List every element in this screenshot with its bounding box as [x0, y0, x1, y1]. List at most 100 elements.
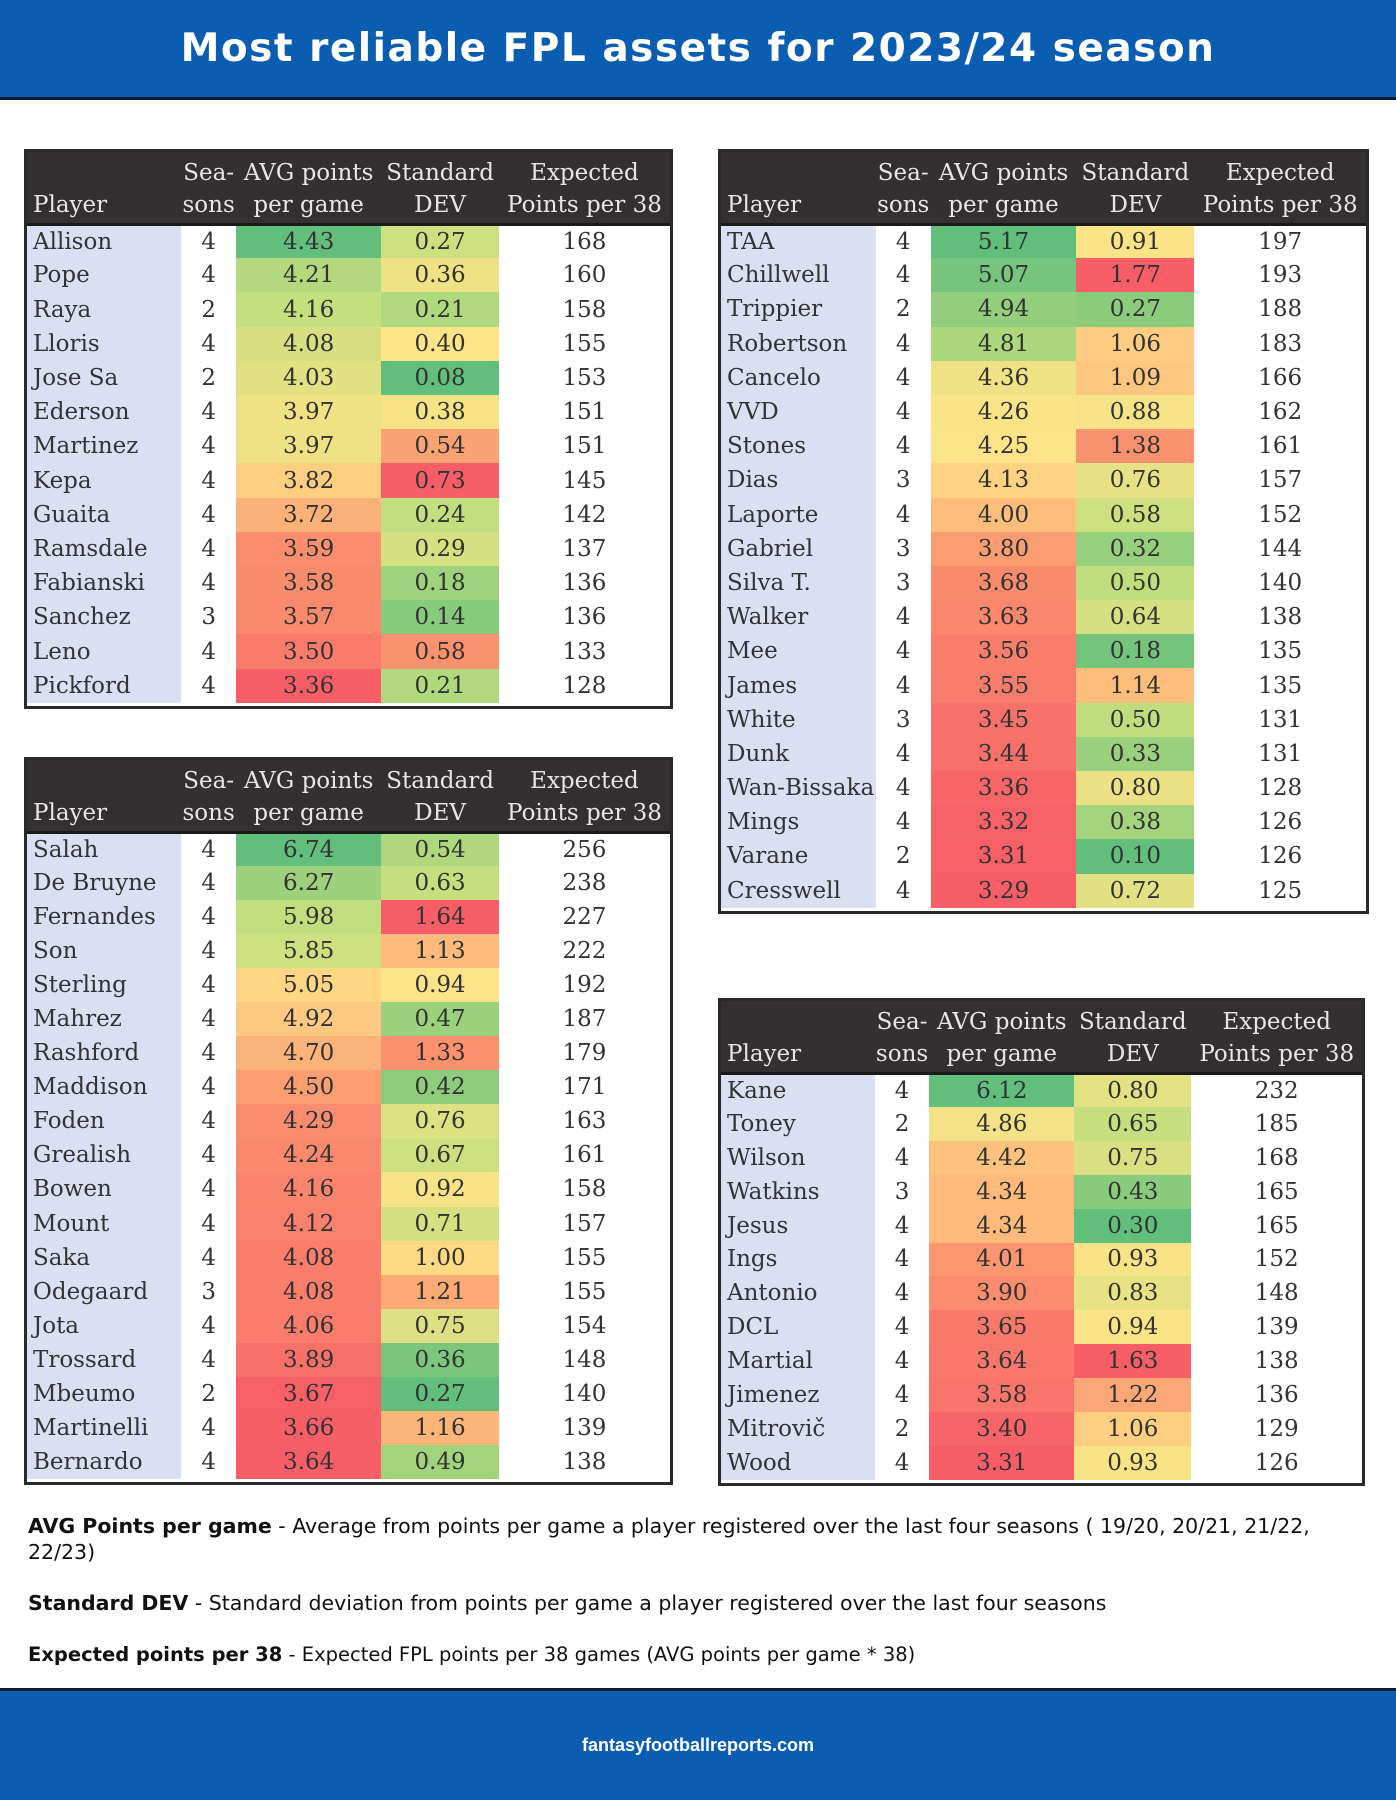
- table-row: Sterling 4 5.05 0.94 192: [27, 968, 670, 1003]
- std-dev-value: 0.21: [381, 668, 499, 703]
- avg-points-value: 4.86: [929, 1106, 1075, 1141]
- header-row: Player Sea-sons AVG points per game Standard…: [27, 760, 670, 834]
- seasons-value: 4: [181, 668, 236, 703]
- seasons-value: 4: [181, 566, 236, 601]
- player-name: Toney: [721, 1106, 875, 1141]
- player-name: Jesus: [721, 1208, 875, 1243]
- player-name: Odegaard: [27, 1274, 182, 1309]
- col-seasons-header: Sea-sons: [875, 152, 931, 226]
- std-dev-value: 0.42: [381, 1070, 499, 1105]
- table-row: Wood 4 3.31 0.93 126: [721, 1445, 1362, 1480]
- expected-points-value: 136: [498, 600, 670, 635]
- expected-points-value: 162: [1194, 394, 1366, 430]
- legend-avg: AVG Points per game - Average from point…: [28, 1513, 1368, 1565]
- expected-points-value: 131: [1194, 736, 1366, 771]
- table-row: Pope 4 4.21 0.36 160: [27, 258, 670, 293]
- seasons-value: 4: [875, 634, 931, 669]
- table-row: Watkins 3 4.34 0.43 165: [721, 1174, 1362, 1209]
- std-dev-value: 0.73: [381, 463, 499, 498]
- table-row: Mbeumo 2 3.67 0.27 140: [27, 1376, 670, 1411]
- std-dev-value: 1.00: [381, 1240, 499, 1275]
- col-player-header: Player: [27, 760, 182, 834]
- avg-points-value: 3.64: [929, 1344, 1075, 1379]
- std-dev-value: 0.27: [381, 224, 499, 259]
- legend-std: Standard DEV - Standard deviation from p…: [28, 1590, 1368, 1616]
- expected-points-value: 144: [1194, 531, 1366, 566]
- seasons-value: 4: [181, 968, 236, 1003]
- expected-points-value: 138: [1194, 600, 1366, 635]
- expected-points-value: 131: [1194, 702, 1366, 737]
- expected-points-value: 145: [498, 463, 670, 498]
- avg-points-value: 4.34: [929, 1174, 1075, 1209]
- avg-points-value: 4.08: [235, 1240, 382, 1275]
- table-row: Allison 4 4.43 0.27 168: [27, 224, 670, 259]
- avg-points-value: 3.29: [930, 873, 1077, 908]
- player-name: Bowen: [27, 1172, 182, 1207]
- player-name: Trippier: [721, 292, 876, 327]
- seasons-value: 4: [874, 1242, 930, 1277]
- seasons-value: 4: [181, 531, 236, 567]
- table-row: Jose Sa 2 4.03 0.08 153: [27, 360, 670, 396]
- col-std-header: Standard DEV: [1074, 1001, 1192, 1075]
- player-name: De Bruyne: [27, 866, 182, 901]
- defenders-grid: Player Sea-sons AVG points per game Standard…: [721, 152, 1366, 908]
- col-player-header: Player: [27, 152, 182, 226]
- seasons-value: 3: [181, 1274, 236, 1309]
- std-dev-value: 1.77: [1076, 258, 1195, 293]
- std-dev-value: 0.76: [381, 1104, 499, 1139]
- seasons-value: 4: [181, 832, 236, 867]
- player-name: Son: [27, 934, 182, 969]
- avg-points-value: 3.31: [930, 839, 1077, 874]
- col-exp-header: Expected Points per 38: [1191, 1001, 1362, 1075]
- seasons-value: 4: [181, 497, 236, 532]
- header-row: Player Sea-sons AVG points per game Standard…: [721, 1001, 1362, 1075]
- avg-points-value: 4.42: [929, 1140, 1075, 1175]
- expected-points-value: 152: [1191, 1242, 1362, 1277]
- player-name: White: [721, 702, 876, 737]
- player-name: Ings: [721, 1242, 875, 1277]
- table-row: Lloris 4 4.08 0.40 155: [27, 326, 670, 361]
- std-dev-value: 0.76: [1076, 463, 1195, 498]
- table-row: Mings 4 3.32 0.38 126: [721, 805, 1366, 840]
- avg-points-value: 3.44: [930, 736, 1077, 771]
- seasons-value: 4: [181, 1070, 236, 1105]
- seasons-value: 4: [181, 1444, 236, 1479]
- player-name: Wood: [721, 1445, 875, 1480]
- table-row: Rashford 4 4.70 1.33 179: [27, 1036, 670, 1071]
- expected-points-value: 138: [1191, 1344, 1362, 1379]
- avg-points-value: 5.07: [930, 258, 1077, 293]
- seasons-value: 4: [874, 1310, 930, 1345]
- seasons-value: 2: [181, 1376, 236, 1411]
- player-name: Foden: [27, 1104, 182, 1139]
- std-dev-value: 1.63: [1074, 1344, 1192, 1379]
- expected-points-value: 135: [1194, 668, 1366, 703]
- expected-points-value: 133: [498, 634, 670, 669]
- seasons-value: 3: [875, 531, 931, 566]
- std-dev-value: 0.91: [1076, 224, 1195, 259]
- avg-points-value: 3.66: [235, 1410, 382, 1445]
- title-banner: Most reliable FPL assets for 2023/24 sea…: [0, 0, 1396, 100]
- table-row: Wan-Bissaka 4 3.36 0.80 128: [721, 771, 1366, 806]
- avg-points-value: 3.45: [930, 702, 1077, 737]
- expected-points-value: 139: [498, 1410, 670, 1445]
- table-row: Grealish 4 4.24 0.67 161: [27, 1138, 670, 1173]
- footer-banner: fantasyfootballreports.com: [0, 1688, 1396, 1800]
- expected-points-value: 160: [498, 258, 670, 293]
- player-name: Watkins: [721, 1174, 875, 1209]
- std-dev-value: 1.38: [1076, 429, 1195, 464]
- table-row: Sanchez 3 3.57 0.14 136: [27, 600, 670, 635]
- avg-points-value: 4.34: [929, 1208, 1075, 1243]
- page-title: Most reliable FPL assets for 2023/24 sea…: [180, 26, 1216, 71]
- std-dev-value: 0.54: [381, 832, 499, 867]
- expected-points-value: 222: [498, 934, 670, 969]
- player-name: Antonio: [721, 1276, 875, 1311]
- std-dev-value: 0.14: [381, 600, 499, 635]
- expected-points-value: 168: [1191, 1140, 1362, 1175]
- seasons-value: 4: [181, 900, 236, 935]
- std-dev-value: 0.64: [1076, 600, 1195, 635]
- player-name: Lloris: [27, 326, 182, 361]
- std-dev-value: 0.18: [381, 566, 499, 601]
- std-dev-value: 0.43: [1074, 1174, 1192, 1209]
- avg-points-value: 3.90: [929, 1276, 1075, 1311]
- col-avg-header: AVG points per game: [929, 1001, 1075, 1075]
